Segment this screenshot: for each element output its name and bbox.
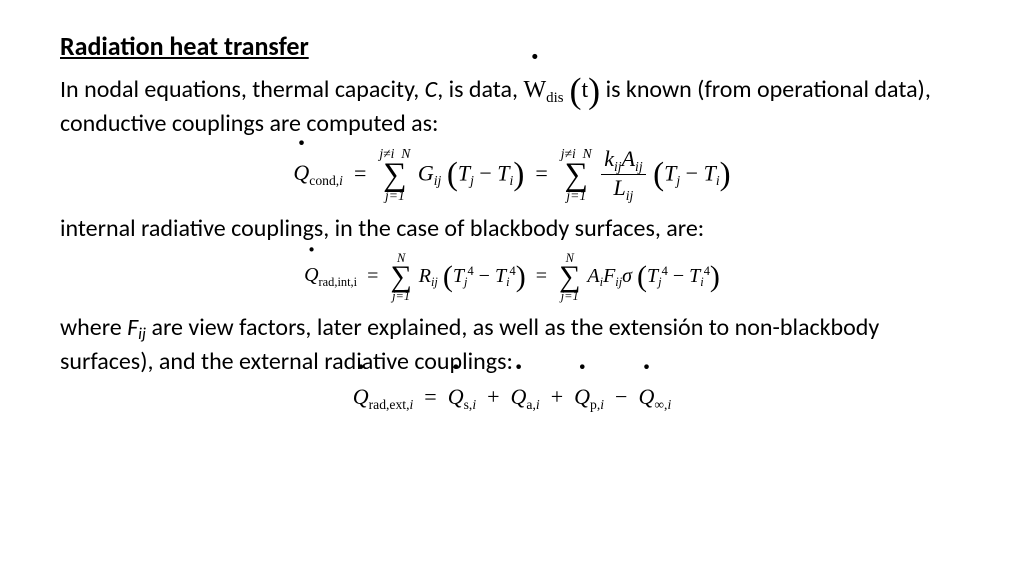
sum-4: N ∑ j=1 [559,252,580,302]
text: In nodal equations, thermal capacity, [60,75,425,104]
equation-rad-internal: Qrad,int,i = N ∑ j=1 Rij (Tj4 − Ti4) = N… [60,252,964,302]
text: are view factors, later explained, as we… [60,313,879,376]
Q: Q [304,264,318,287]
text: , is data, [437,75,523,104]
frac-kA-L: kijAij Lij [601,147,645,204]
paragraph-1: In nodal equations, thermal capacity, C,… [60,74,964,141]
text: where [60,313,127,342]
Q: Q [293,160,309,186]
sum-3: N ∑ j=1 [390,252,411,302]
equation-conduction: Qcond,i = j≠i N ∑ j=1 Gij (Tj − Ti) = j≠… [60,147,964,204]
sub-dis: dis [546,90,563,106]
Fsub: ij [138,323,146,344]
G: G [418,160,434,185]
sum-1: j≠i N ∑ j=1 [379,147,410,202]
W-dot: W [523,74,546,106]
section-title: Radiation heat transfer [60,30,964,62]
paragraph-2: internal radiative couplings, in the cas… [60,213,964,245]
wdis-term: Wdis (t) [523,77,600,103]
sub: cond,i [309,173,343,188]
lparen: ( [569,71,581,111]
symbol-C: C [425,75,438,104]
paragraph-3: where Fij are view factors, later explai… [60,312,964,378]
sum-2: j≠i N ∑ j=1 [561,147,592,202]
slide-content: Radiation heat transfer In nodal equatio… [0,0,1024,443]
rparen: ) [588,71,600,111]
equation-rad-external: Qrad,ext,i = Qs,i + Qa,i + Qp,i − Q∞,i [60,384,964,413]
F: F [127,313,138,342]
